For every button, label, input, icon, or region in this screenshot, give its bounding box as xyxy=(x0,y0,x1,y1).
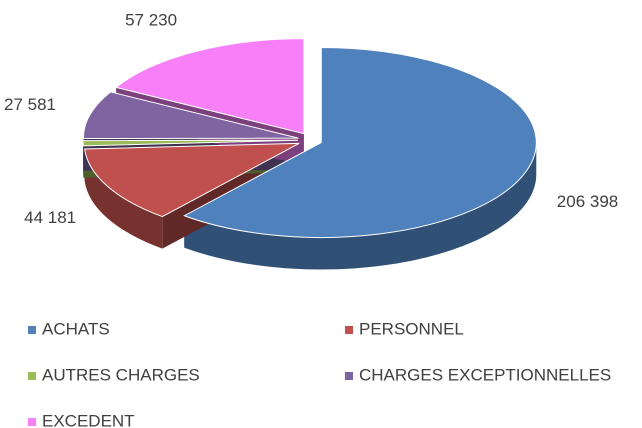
pie-tops xyxy=(82,38,537,239)
legend-label: EXCEDENT xyxy=(42,411,135,428)
legend-swatch xyxy=(345,372,353,380)
data-label: 27 581 xyxy=(4,95,56,114)
data-label: 44 181 xyxy=(24,208,76,227)
slice xyxy=(183,47,537,239)
legend-label: AUTRES CHARGES xyxy=(42,365,200,384)
slice xyxy=(84,142,300,218)
slice-wall xyxy=(84,149,163,249)
slice xyxy=(114,38,305,135)
data-label: 57 230 xyxy=(125,11,177,30)
data-label: 206 398 xyxy=(557,192,618,211)
slice xyxy=(82,91,299,140)
slice-wall xyxy=(184,142,537,270)
slice xyxy=(82,139,299,147)
legend-swatch xyxy=(28,418,36,426)
legend-label: CHARGES EXCEPTIONNELLES xyxy=(359,365,611,384)
legend-swatch xyxy=(345,326,353,334)
legend-swatch xyxy=(28,326,36,334)
legend-swatch xyxy=(28,372,36,380)
legend-label: PERSONNEL xyxy=(359,319,464,338)
legend-label: ACHATS xyxy=(42,319,110,338)
